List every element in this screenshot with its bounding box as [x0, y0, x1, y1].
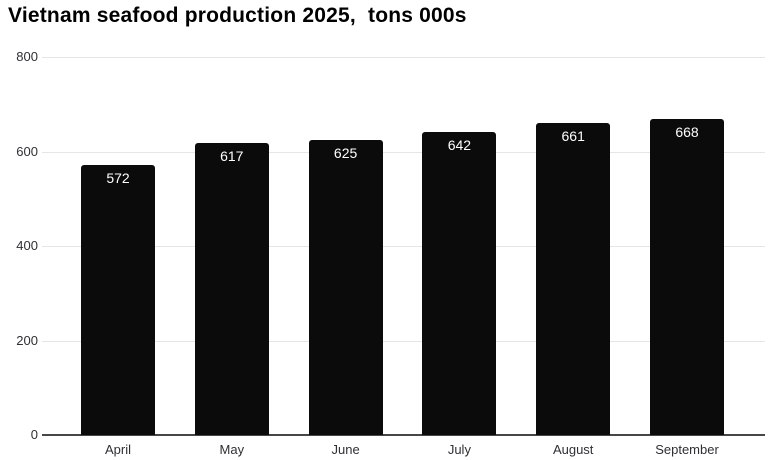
bar-june — [308, 139, 383, 435]
gridline-200 — [42, 340, 765, 342]
bar-august — [536, 122, 611, 435]
bar-value-label-august: 661 — [561, 127, 585, 144]
y-tick-label-800: 800 — [16, 49, 38, 64]
gridline-600 — [42, 151, 765, 153]
gridline-400 — [42, 246, 765, 247]
bar-april — [81, 164, 155, 435]
bar-july — [422, 131, 497, 435]
y-tick-label-600: 600 — [16, 143, 38, 159]
bar-value-label-may: 617 — [220, 148, 244, 165]
x-tick-label-july: July — [447, 442, 471, 457]
x-tick-label-june: June — [331, 442, 360, 457]
x-tick-label-may: May — [219, 442, 245, 457]
x-axis-baseline — [42, 434, 765, 436]
x-tick-label-september: September — [655, 442, 719, 457]
bar-value-label-september: 668 — [675, 124, 699, 141]
chart-title: Vietnam seafood production 2025, tons 00… — [8, 4, 467, 27]
bar-value-label-april: 572 — [106, 169, 130, 186]
bar-september — [650, 119, 724, 435]
gridline-800 — [42, 57, 765, 58]
bar-may — [194, 143, 269, 435]
x-tick-label-august: August — [552, 442, 594, 457]
y-tick-label-200: 200 — [16, 332, 38, 348]
plot-area: 0 200 400 600 800 572 April 617 May 625 June 642 Jul… — [16, 50, 765, 457]
bar-value-label-june: 625 — [333, 144, 358, 161]
bar-value-label-july: 642 — [447, 136, 472, 153]
y-tick-label-400: 400 — [16, 238, 38, 253]
y-tick-label-0: 0 — [30, 427, 38, 442]
x-tick-label-april: April — [104, 442, 131, 457]
